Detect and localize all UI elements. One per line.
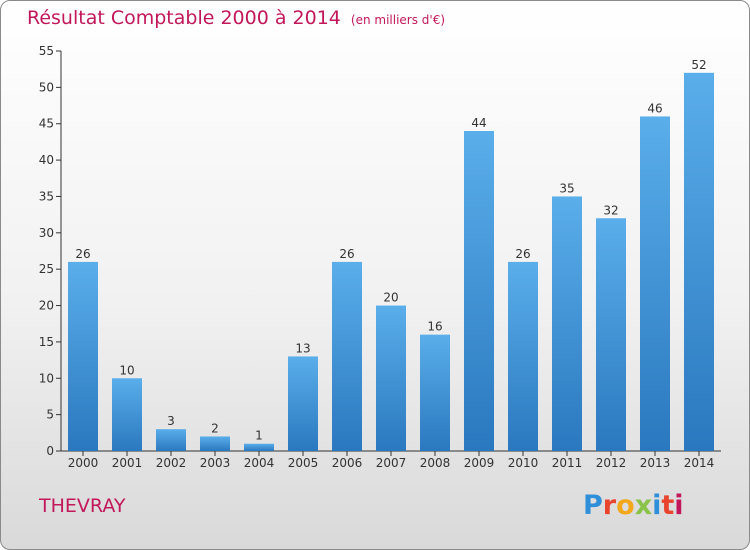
bar-value-label: 35 xyxy=(559,181,574,195)
bar xyxy=(640,116,670,452)
x-tick-label: 2005 xyxy=(288,456,319,470)
bar-value-label: 32 xyxy=(603,203,618,217)
bar xyxy=(508,261,538,451)
x-tick-label: 2009 xyxy=(464,456,495,470)
bar-value-label: 26 xyxy=(75,247,90,261)
bar xyxy=(332,261,362,451)
y-tick-label: 20 xyxy=(39,299,54,313)
bar-value-label: 52 xyxy=(691,58,706,72)
bar-value-label: 10 xyxy=(119,363,134,377)
bar-value-label: 3 xyxy=(167,414,175,428)
bar xyxy=(376,305,406,451)
logo-letter: t xyxy=(661,490,675,521)
y-tick-label: 25 xyxy=(39,262,54,276)
x-tick-label: 2011 xyxy=(552,456,583,470)
bar-value-label: 13 xyxy=(295,341,310,355)
y-tick-label: 35 xyxy=(39,189,54,203)
proxiti-logo: Proxiti xyxy=(583,490,684,521)
bar xyxy=(420,334,450,451)
x-tick-label: 2013 xyxy=(640,456,671,470)
x-tick-label: 2000 xyxy=(68,456,99,470)
logo-letter: i xyxy=(652,490,662,521)
commune-name: THEVRAY xyxy=(39,495,126,517)
y-tick-label: 10 xyxy=(39,371,54,385)
bar-value-label: 46 xyxy=(647,101,662,115)
x-tick-label: 2001 xyxy=(112,456,143,470)
x-tick-label: 2012 xyxy=(596,456,627,470)
x-tick-label: 2006 xyxy=(332,456,363,470)
logo-letter: x xyxy=(634,490,653,521)
bar-value-label: 1 xyxy=(255,429,263,443)
chart-unit-label: (en milliers d'€) xyxy=(350,13,446,27)
bar-value-label: 2 xyxy=(211,421,219,435)
x-tick-label: 2004 xyxy=(244,456,275,470)
chart-title-block: Résultat Comptable 2000 à 2014 (en millie… xyxy=(27,7,445,29)
bar xyxy=(552,196,582,451)
bar-value-label: 44 xyxy=(471,116,486,130)
logo-letter: P xyxy=(583,490,603,521)
x-tick-label: 2010 xyxy=(508,456,539,470)
y-tick-label: 15 xyxy=(39,335,54,349)
bar xyxy=(156,429,186,451)
y-tick-label: 55 xyxy=(39,44,54,58)
bar-value-label: 26 xyxy=(339,247,354,261)
bar xyxy=(200,436,230,451)
bar xyxy=(68,261,98,451)
bar xyxy=(244,443,274,451)
x-tick-label: 2003 xyxy=(200,456,231,470)
bar-value-label: 16 xyxy=(427,320,442,334)
bar xyxy=(112,378,142,451)
logo-letter: i xyxy=(674,490,684,521)
y-tick-label: 50 xyxy=(39,80,54,94)
bar-value-label: 26 xyxy=(515,247,530,261)
y-tick-label: 30 xyxy=(39,226,54,240)
x-tick-label: 2007 xyxy=(376,456,407,470)
bar-value-label: 20 xyxy=(383,291,398,305)
logo-letter: r xyxy=(602,490,617,521)
bar xyxy=(288,356,318,451)
y-tick-label: 45 xyxy=(39,117,54,131)
x-tick-label: 2014 xyxy=(684,456,715,470)
bar xyxy=(596,218,626,451)
y-tick-label: 5 xyxy=(46,408,54,422)
bar xyxy=(684,72,714,452)
chart-title: Résultat Comptable 2000 à 2014 xyxy=(27,7,341,29)
y-tick-label: 40 xyxy=(39,153,54,167)
bar xyxy=(464,131,494,451)
x-tick-label: 2002 xyxy=(156,456,187,470)
y-tick-label: 0 xyxy=(46,444,54,458)
x-tick-label: 2008 xyxy=(420,456,451,470)
logo-letter: o xyxy=(616,490,635,521)
